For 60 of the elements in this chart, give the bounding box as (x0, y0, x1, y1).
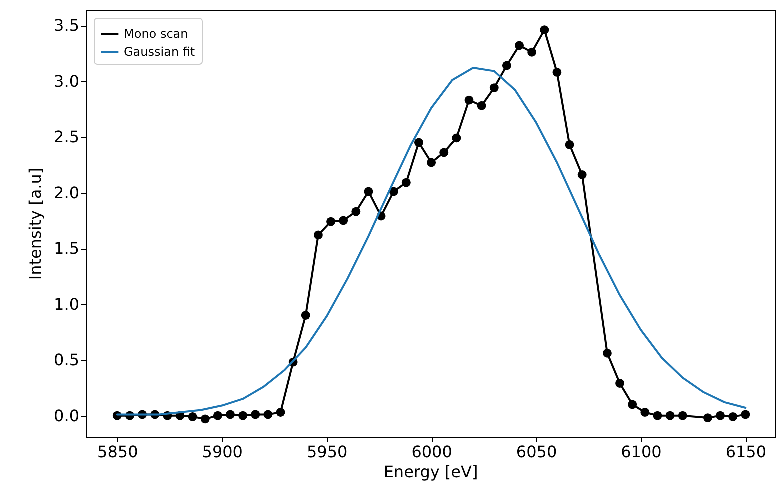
point (440, 148, 449, 158)
point (515, 41, 524, 50)
y-tick-label: 2.0 (54, 183, 80, 202)
x-tick-label: 5900 (202, 442, 243, 462)
point (427, 158, 436, 168)
point (616, 379, 624, 388)
point (628, 400, 638, 410)
y-tick-label: 1.0 (54, 294, 80, 314)
point (251, 410, 260, 420)
x-tick-label: 6100 (621, 442, 662, 462)
x-tick-label: 6000 (412, 442, 452, 462)
y-tick-label: 3.5 (54, 16, 80, 36)
point (352, 207, 361, 216)
y-tick-label: 0.5 (54, 350, 80, 370)
x-axis-title: Energy [eV] (384, 462, 478, 482)
point (213, 411, 222, 420)
y-tick-label: 1.5 (54, 239, 80, 258)
point (528, 48, 537, 57)
point (477, 101, 486, 110)
point (314, 230, 323, 240)
x-tick-label: 5950 (306, 442, 348, 462)
point (704, 414, 712, 423)
point (238, 411, 248, 420)
point (452, 134, 462, 143)
point (301, 311, 310, 320)
point (490, 84, 499, 93)
point (326, 217, 336, 226)
point (402, 178, 411, 188)
y-tick-label: 3.0 (54, 72, 80, 91)
point (640, 408, 650, 417)
y-axis-title: Intensity [a.u] (26, 168, 46, 280)
point (552, 68, 562, 77)
point (602, 348, 612, 358)
point (364, 187, 374, 196)
x-tick-label: 5850 (98, 442, 138, 462)
point (666, 411, 675, 420)
point (188, 412, 198, 422)
point (653, 411, 662, 420)
point (716, 411, 726, 420)
point (389, 187, 398, 196)
y-tick-label: 0.0 (54, 406, 80, 426)
point (502, 61, 512, 70)
point (200, 414, 210, 424)
point (540, 26, 550, 35)
point (578, 170, 587, 180)
point (276, 408, 286, 417)
point (264, 410, 273, 420)
point (226, 410, 235, 420)
point (464, 96, 474, 105)
legend-label: Gaussian fit (124, 45, 196, 59)
legend-label: Mono scan (124, 27, 188, 41)
point (565, 140, 574, 150)
point (728, 412, 738, 422)
y-tick-label: 2.5 (54, 128, 80, 147)
x-tick-label: 6150 (726, 442, 767, 462)
point (678, 411, 688, 420)
point (741, 410, 750, 420)
x-tick-label: 6050 (516, 442, 558, 462)
point (339, 216, 348, 226)
point (414, 138, 424, 148)
